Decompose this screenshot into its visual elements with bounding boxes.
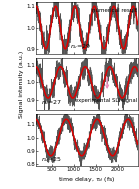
Text: experimental SLI signal: experimental SLI signal xyxy=(75,96,137,104)
Text: $n_v$=25: $n_v$=25 xyxy=(41,155,62,164)
Text: numerical result: numerical result xyxy=(92,8,137,13)
Text: $n_v$=29: $n_v$=29 xyxy=(70,42,91,51)
Text: $n_v$=27: $n_v$=27 xyxy=(41,98,63,107)
Y-axis label: Signal intensity (a.u.): Signal intensity (a.u.) xyxy=(19,50,24,118)
X-axis label: time delay, $\tau_d$ (fs): time delay, $\tau_d$ (fs) xyxy=(58,174,116,184)
